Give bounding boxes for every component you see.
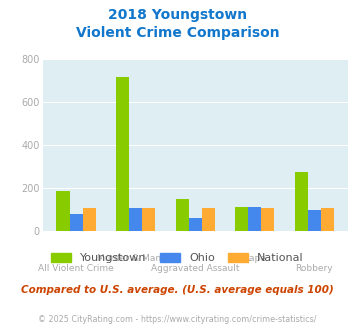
Text: Murder & Mans...: Murder & Mans... xyxy=(97,253,174,263)
Legend: Youngstown, Ohio, National: Youngstown, Ohio, National xyxy=(47,248,308,268)
Bar xyxy=(308,210,321,231)
Bar xyxy=(56,191,70,231)
Bar xyxy=(248,208,261,231)
Bar xyxy=(176,199,189,231)
Bar xyxy=(235,208,248,231)
Text: 2018 Youngstown: 2018 Youngstown xyxy=(108,8,247,22)
Bar xyxy=(116,77,129,231)
Text: Compared to U.S. average. (U.S. average equals 100): Compared to U.S. average. (U.S. average … xyxy=(21,285,334,295)
Text: Rape: Rape xyxy=(244,253,266,263)
Text: © 2025 CityRating.com - https://www.cityrating.com/crime-statistics/: © 2025 CityRating.com - https://www.city… xyxy=(38,315,317,324)
Bar xyxy=(321,209,334,231)
Text: All Violent Crime: All Violent Crime xyxy=(38,264,114,273)
Bar xyxy=(142,209,155,231)
Text: Violent Crime Comparison: Violent Crime Comparison xyxy=(76,26,279,40)
Bar xyxy=(261,209,274,231)
Bar xyxy=(295,172,308,231)
Text: Aggravated Assault: Aggravated Assault xyxy=(151,264,240,273)
Bar xyxy=(70,214,83,231)
Bar xyxy=(202,209,215,231)
Bar xyxy=(189,218,202,231)
Text: Robbery: Robbery xyxy=(296,264,333,273)
Bar xyxy=(83,209,96,231)
Bar xyxy=(129,209,142,231)
